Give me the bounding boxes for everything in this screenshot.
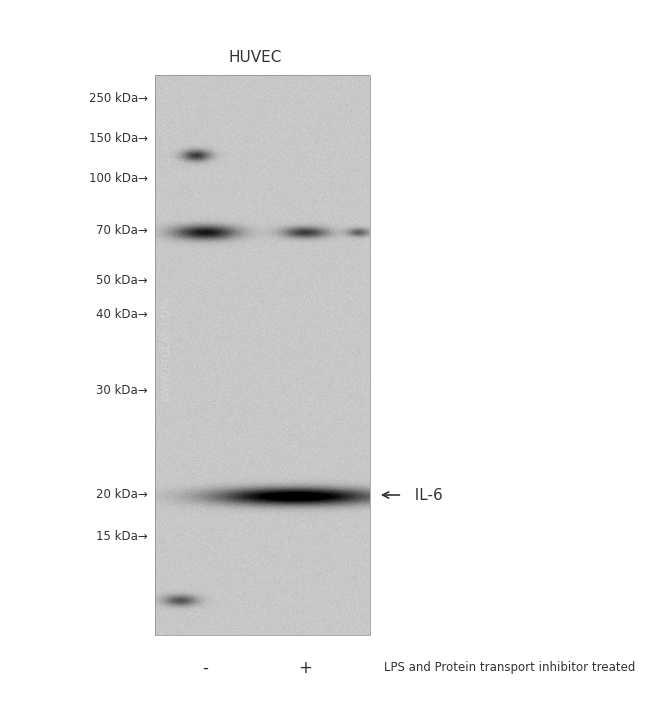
Text: 150 kDa→: 150 kDa→ [89,131,148,144]
Text: 15 kDa→: 15 kDa→ [96,531,148,544]
Text: 50 kDa→: 50 kDa→ [96,274,148,287]
Text: 30 kDa→: 30 kDa→ [96,383,148,396]
Text: LPS and Protein transport inhibitor treated: LPS and Protein transport inhibitor trea… [384,661,636,674]
Text: 70 kDa→: 70 kDa→ [96,224,148,237]
Text: 100 kDa→: 100 kDa→ [89,172,148,185]
Text: WWW.PTGLAB.COM: WWW.PTGLAB.COM [162,299,172,401]
Text: +: + [298,659,312,677]
Text: 40 kDa→: 40 kDa→ [96,308,148,321]
Text: 250 kDa→: 250 kDa→ [89,92,148,105]
Bar [155,75,370,635]
Text: IL-6: IL-6 [383,487,443,503]
Text: 20 kDa→: 20 kDa→ [96,489,148,502]
Text: HUVEC: HUVEC [228,51,281,66]
Text: -: - [202,659,208,677]
